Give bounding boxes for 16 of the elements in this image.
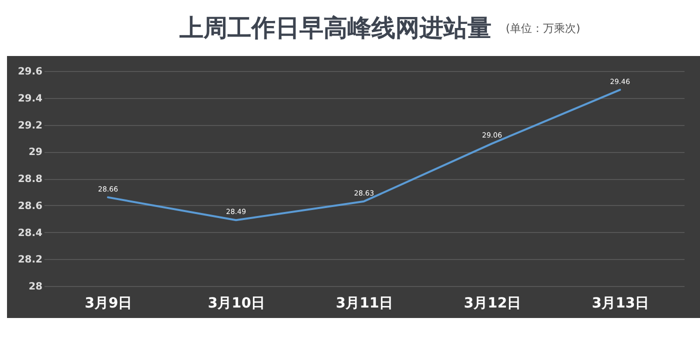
x-tick-label: 3月9日 <box>84 296 132 312</box>
y-tick-label: 28.4 <box>18 228 43 239</box>
x-tick-label: 3月10日 <box>208 296 266 312</box>
y-tick-label: 29 <box>28 147 43 158</box>
chart-subtitle: (单位：万乘次) <box>506 20 580 36</box>
x-tick-label: 3月11日 <box>336 296 394 312</box>
y-tick-label: 28 <box>28 282 43 292</box>
y-tick-label: 28.2 <box>18 254 43 266</box>
y-tick-label: 29.6 <box>18 66 43 78</box>
y-tick-label: 28.6 <box>18 200 43 212</box>
y-tick-label: 28.8 <box>18 174 43 185</box>
x-tick-label: 3月12日 <box>464 296 522 312</box>
y-tick-label: 29.4 <box>18 93 43 104</box>
x-tick-label: 3月13日 <box>592 296 650 312</box>
y-tick-label: 29.2 <box>18 120 43 132</box>
chart-title: 上周工作日早高峰线网进站量 <box>180 13 492 44</box>
